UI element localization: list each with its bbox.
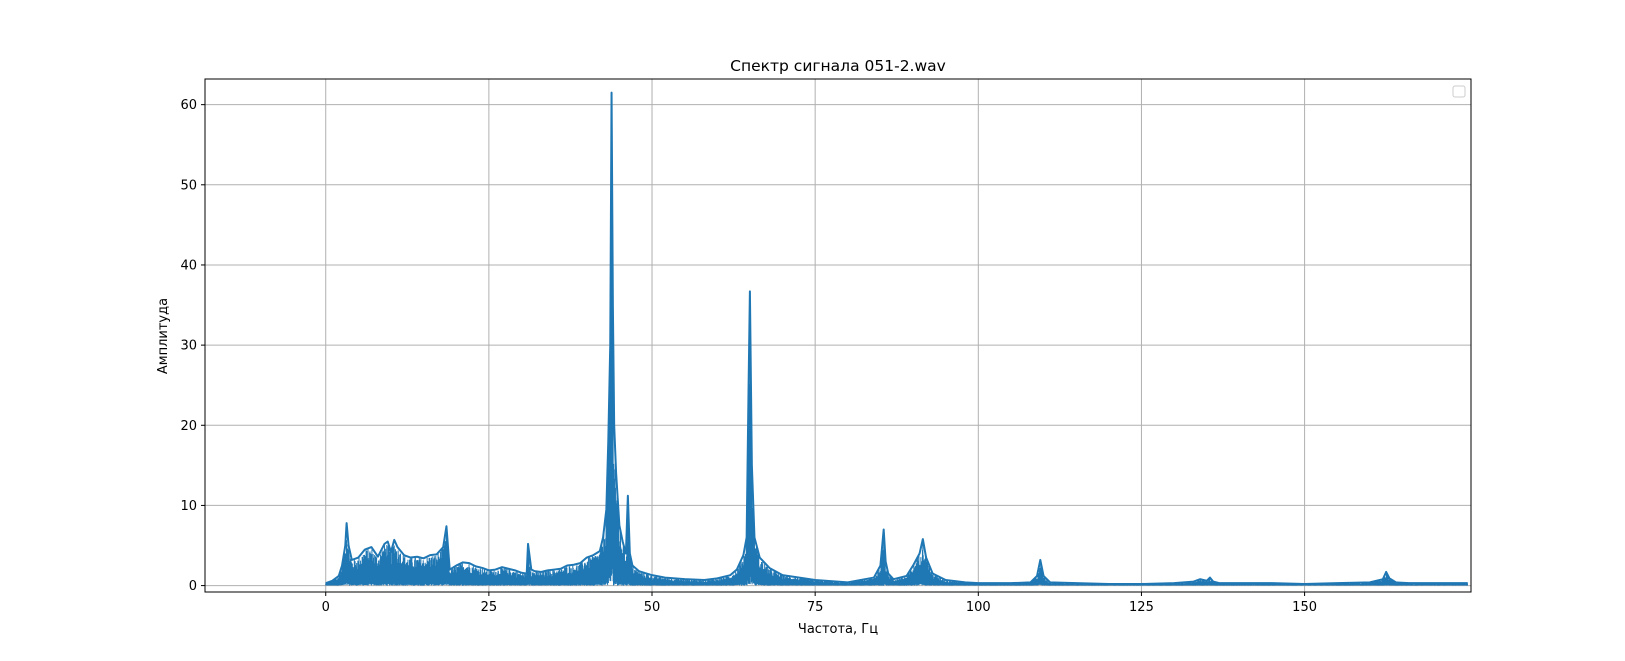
axes-frame	[204, 78, 1472, 593]
grid-horizontal	[205, 104, 1471, 587]
spectrum-line	[325, 91, 1468, 585]
plot-area	[325, 91, 1468, 586]
y-axis-label: Амплитуда	[156, 298, 171, 374]
x-axis-ticks: 0 25 50 75 100 125 150	[322, 592, 1317, 615]
chart-title: Спектр сигнала 051-2.wav	[730, 57, 946, 75]
spectrum-fill	[325, 188, 1468, 586]
grid-vertical	[325, 79, 1306, 592]
x-tick-label: 125	[1129, 600, 1154, 615]
y-tick-label: 40	[180, 258, 197, 273]
y-tick-label: 0	[189, 579, 197, 594]
x-tick-label: 100	[966, 600, 991, 615]
x-tick-label: 150	[1292, 600, 1317, 615]
y-tick-label: 30	[180, 339, 197, 354]
y-tick-label: 10	[180, 499, 197, 514]
legend-box	[1452, 85, 1466, 98]
x-tick-label: 0	[322, 600, 330, 615]
y-tick-label: 20	[180, 419, 197, 434]
y-axis-ticks: 0 10 20 30 40 50 60	[180, 98, 205, 594]
x-tick-label: 25	[481, 600, 498, 615]
x-tick-label: 75	[807, 600, 824, 615]
y-tick-label: 50	[180, 178, 197, 193]
y-tick-label: 60	[180, 98, 197, 113]
x-tick-label: 50	[644, 600, 661, 615]
x-axis-label: Частота, Гц	[798, 622, 878, 637]
